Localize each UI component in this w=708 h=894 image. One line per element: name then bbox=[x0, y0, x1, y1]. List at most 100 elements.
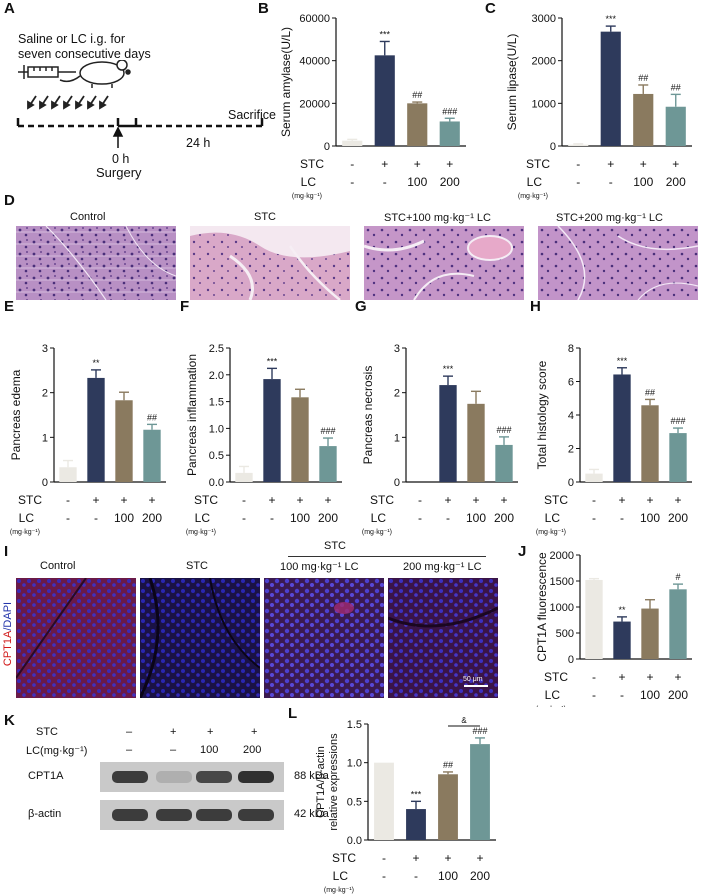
treatment-stc-value: + bbox=[607, 157, 614, 171]
bar bbox=[641, 608, 659, 659]
sacrifice-label: Sacrifice bbox=[228, 108, 276, 122]
treatment-stc-value: + bbox=[618, 493, 625, 507]
treatment-lc-value: 200 bbox=[668, 688, 688, 702]
significance-label: ### bbox=[442, 106, 457, 116]
bar bbox=[467, 403, 485, 482]
y-tick-label: 4 bbox=[568, 410, 574, 422]
y-axis-label: CPT1A/β-actin bbox=[315, 746, 327, 818]
panel-a-line1: Saline or LC i.g. for bbox=[18, 32, 125, 46]
treatment-lc-value: - bbox=[592, 511, 596, 525]
y-tick-label: 1000 bbox=[532, 98, 556, 110]
row-label-unit: (mg·kg⁻¹) bbox=[292, 193, 322, 200]
y-tick-label: 0.5 bbox=[347, 796, 362, 808]
treatment-lc-value: 100 bbox=[290, 511, 310, 525]
fluor-scale-bar-label: 50 μm bbox=[463, 676, 483, 683]
row-label-lc: LC bbox=[545, 688, 561, 702]
histology-image-stc-200-lc bbox=[538, 226, 698, 300]
treatment-lc-value: - bbox=[66, 511, 70, 525]
bar bbox=[669, 433, 687, 482]
histo-title-stc200: STC+200 mg·kg⁻¹ LC bbox=[556, 212, 663, 224]
bar bbox=[665, 106, 686, 146]
treatment-lc-value: - bbox=[94, 511, 98, 525]
treatment-lc-value: - bbox=[609, 175, 613, 189]
treatment-stc-value: + bbox=[148, 493, 155, 507]
surgery-label: Surgery bbox=[96, 165, 142, 180]
row-label-unit: (mg·kg⁻¹) bbox=[10, 529, 40, 536]
treatment-stc-value: - bbox=[350, 157, 354, 171]
treatment-stc-value: + bbox=[444, 493, 451, 507]
bar bbox=[87, 377, 105, 482]
fluor-ylabel-cpt1a: CPT1A bbox=[2, 630, 14, 667]
wb-band bbox=[156, 809, 192, 821]
treatment-lc-value: 100 bbox=[407, 175, 427, 189]
fluor-title-control: Control bbox=[40, 560, 76, 572]
wb-row-lc-label: LC(mg·kg⁻¹) bbox=[26, 745, 88, 757]
treatment-stc-value: - bbox=[592, 670, 596, 684]
y-axis-label: Pancreas inflammation bbox=[185, 354, 199, 476]
treatment-stc-value: - bbox=[418, 493, 422, 507]
wb-band-actin-size: 42 kDa bbox=[294, 808, 329, 820]
panel-letter-j: J bbox=[518, 543, 527, 560]
fluorescence-image-200-lc bbox=[388, 578, 498, 698]
surgery-arrow-icon bbox=[112, 126, 124, 148]
wb-band bbox=[112, 809, 148, 821]
syringe-icon bbox=[18, 65, 76, 79]
panel-letter-b: B bbox=[258, 0, 269, 17]
y-tick-label: 2000 bbox=[550, 550, 574, 562]
bar bbox=[406, 809, 426, 840]
bar bbox=[600, 31, 621, 146]
bar bbox=[59, 467, 77, 482]
row-label-stc: STC bbox=[526, 157, 550, 171]
treatment-lc-value: 100 bbox=[640, 511, 660, 525]
wb-lc-3: 200 bbox=[243, 744, 262, 756]
chart-f-pancreas-inflammation: 0.0 0.5 1.0 1.5 2.0 2.5 Pancreas inflammation *… bbox=[185, 343, 342, 536]
wb-lc-1: – bbox=[170, 744, 177, 756]
panel-letter-k: K bbox=[4, 712, 15, 729]
treatment-stc-value: + bbox=[472, 493, 479, 507]
significance-label: *** bbox=[267, 356, 278, 366]
significance-label: *** bbox=[605, 14, 616, 24]
wb-lc-0: – bbox=[126, 744, 133, 756]
wb-stc-3: + bbox=[251, 726, 258, 738]
treatment-stc-value: + bbox=[674, 493, 681, 507]
histo-title-stc: STC bbox=[254, 211, 276, 223]
y-axis-label: Total histology score bbox=[535, 360, 549, 469]
y-tick-label: 6 bbox=[568, 377, 574, 389]
y-tick-label: 2.5 bbox=[209, 343, 224, 355]
wb-band-cpt1a-label: CPT1A bbox=[28, 770, 64, 782]
bar bbox=[439, 385, 457, 482]
wb-band bbox=[112, 771, 148, 783]
treatment-lc-value: 200 bbox=[494, 511, 514, 525]
significance-label: *** bbox=[443, 364, 454, 374]
significance-label: *** bbox=[379, 29, 390, 39]
treatment-lc-value: 200 bbox=[318, 511, 338, 525]
histo-title-control: Control bbox=[70, 211, 106, 223]
chart-g-pancreas-necrosis: 0 1 2 3 Pancreas necrosis *** ### STC LC (mg·kg⁻¹… bbox=[361, 343, 518, 536]
significance-label: ## bbox=[638, 73, 648, 83]
y-tick-label: 0.5 bbox=[209, 450, 224, 462]
significance-label: ## bbox=[645, 387, 655, 397]
y-tick-label: 1500 bbox=[550, 576, 574, 588]
treatment-lc-value: 100 bbox=[438, 869, 458, 883]
y-tick-label: 1000 bbox=[550, 602, 574, 614]
wb-band bbox=[196, 771, 232, 783]
wb-band bbox=[156, 771, 192, 783]
treatment-lc-value: 100 bbox=[466, 511, 486, 525]
y-axis-label: Serum lipase(U/L) bbox=[505, 34, 519, 131]
wb-membrane-cpt1a bbox=[100, 762, 284, 792]
significance-label: ** bbox=[92, 358, 100, 368]
y-tick-label: 2.0 bbox=[209, 370, 224, 382]
y-tick-label: 1.0 bbox=[209, 423, 224, 435]
y-tick-label: 1.5 bbox=[209, 397, 224, 409]
y-tick-label: 3000 bbox=[532, 13, 556, 25]
treatment-stc-value: - bbox=[242, 493, 246, 507]
bar bbox=[438, 774, 458, 840]
treatment-lc-value: - bbox=[382, 869, 386, 883]
wb-band bbox=[196, 809, 232, 821]
treatment-lc-value: 100 bbox=[114, 511, 134, 525]
bar bbox=[495, 444, 513, 482]
bar bbox=[235, 472, 253, 482]
treatment-stc-value: + bbox=[444, 851, 451, 865]
